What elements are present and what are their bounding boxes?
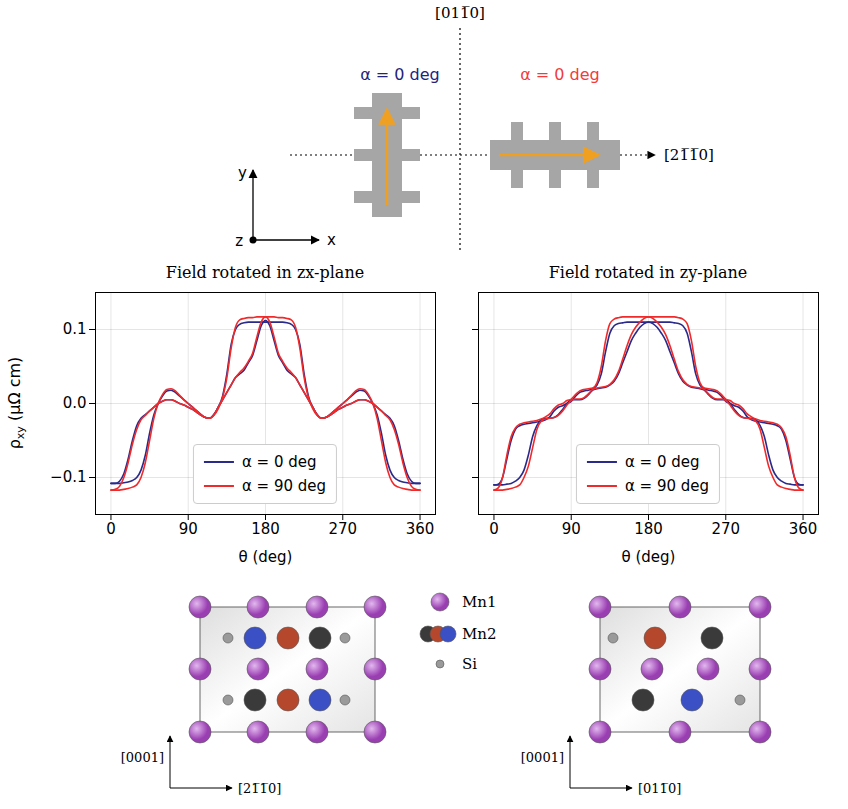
svg-text:ρxy (μΩ cm): ρxy (μΩ cm) xyxy=(5,357,27,450)
svg-text:θ (deg): θ (deg) xyxy=(239,548,293,566)
svg-text:0.1: 0.1 xyxy=(63,320,87,338)
svg-text:0: 0 xyxy=(489,520,499,538)
svg-text:[21̅1̅0]: [21̅1̅0] xyxy=(238,781,281,796)
svg-text:[21̅1̅0]: [21̅1̅0] xyxy=(664,146,714,164)
svg-text:90: 90 xyxy=(179,520,198,538)
svg-text:270: 270 xyxy=(711,520,740,538)
svg-text:360: 360 xyxy=(406,520,435,538)
svg-text:z: z xyxy=(235,232,243,250)
html-text:α = 0 deg: α = 0 deg xyxy=(241,453,317,471)
svg-text:[0001]: [0001] xyxy=(121,750,164,765)
html-text:α = 90 deg: α = 90 deg xyxy=(241,477,327,495)
html-text:Field rotated in zx-plane: Field rotated in zx-plane xyxy=(165,263,365,282)
svg-text:α = 0 deg: α = 0 deg xyxy=(520,65,600,84)
svg-text:360: 360 xyxy=(789,520,818,538)
svg-text:[011̅0]: [011̅0] xyxy=(435,4,485,22)
svg-text:θ (deg): θ (deg) xyxy=(622,548,676,566)
svg-text:90: 90 xyxy=(562,520,581,538)
html-text:α = 0 deg: α = 0 deg xyxy=(624,453,700,471)
svg-text:[0001]: [0001] xyxy=(521,750,564,765)
svg-text:Si: Si xyxy=(462,655,477,673)
svg-text:α = 0 deg: α = 0 deg xyxy=(360,65,440,84)
svg-text:x: x xyxy=(327,231,336,249)
svg-text:Mn1: Mn1 xyxy=(462,593,497,611)
svg-text:180: 180 xyxy=(251,520,280,538)
svg-text:180: 180 xyxy=(634,520,663,538)
svg-text:0: 0 xyxy=(106,520,116,538)
svg-text:0.0: 0.0 xyxy=(63,394,87,412)
svg-text:y: y xyxy=(238,164,247,182)
svg-text:[011̅0]: [011̅0] xyxy=(638,781,681,796)
html-text:Field rotated in zy-plane: Field rotated in zy-plane xyxy=(548,263,748,282)
html-text:α = 90 deg: α = 90 deg xyxy=(624,477,710,495)
svg-text:270: 270 xyxy=(328,520,357,538)
svg-text:−0.1: −0.1 xyxy=(50,468,86,486)
svg-text:Mn2: Mn2 xyxy=(462,625,497,643)
